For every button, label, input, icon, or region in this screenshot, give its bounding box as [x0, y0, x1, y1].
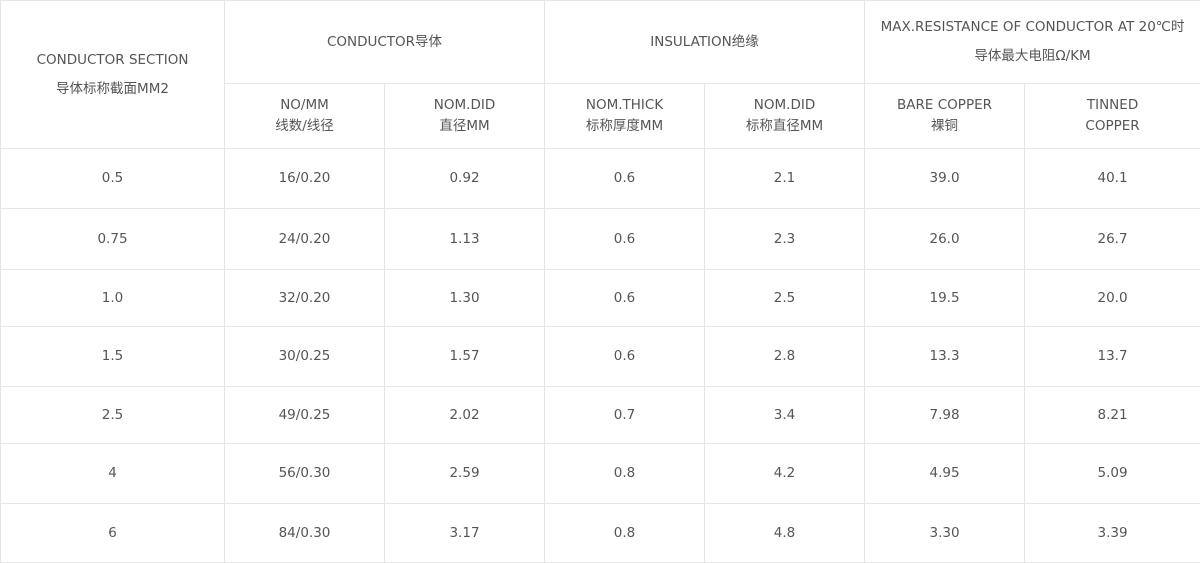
header-max-resistance: MAX.RESISTANCE OF CONDUCTOR AT 20℃时 导体最大… — [865, 1, 1200, 84]
cell-conductor-section: 6 — [1, 504, 225, 563]
cell-nom-did-conductor: 3.17 — [385, 504, 545, 563]
cell-nom-did-insulation: 2.3 — [705, 209, 865, 270]
cell-nom-did-conductor: 1.13 — [385, 209, 545, 270]
cell-nom-did-insulation: 4.2 — [705, 444, 865, 504]
header-conductor-section: CONDUCTOR SECTION 导体标称截面MM2 — [1, 1, 225, 149]
header-max-resistance-cn: 导体最大电阻Ω/KM — [865, 46, 1200, 67]
header-nom-did-insulation: NOM.DID 标称直径MM — [705, 84, 865, 149]
header-nom-thick-cn: 标称厚度MM — [545, 116, 704, 137]
cell-conductor-section: 1.0 — [1, 270, 225, 327]
cell-nom-did-insulation: 2.8 — [705, 327, 865, 387]
header-insulation: INSULATION绝缘 — [545, 1, 865, 84]
cell-nom-thick: 0.8 — [545, 504, 705, 563]
cell-no-mm: 32/0.20 — [225, 270, 385, 327]
header-nom-thick: NOM.THICK 标称厚度MM — [545, 84, 705, 149]
cell-nom-did-conductor: 2.02 — [385, 387, 545, 444]
cell-nom-did-conductor: 1.57 — [385, 327, 545, 387]
cell-conductor-section: 2.5 — [1, 387, 225, 444]
header-nom-did-insulation-cn: 标称直径MM — [705, 116, 864, 137]
cell-nom-did-insulation: 2.5 — [705, 270, 865, 327]
cell-nom-thick: 0.6 — [545, 149, 705, 209]
header-nom-did-conductor-en: NOM.DID — [385, 95, 544, 116]
cell-conductor-section: 0.5 — [1, 149, 225, 209]
header-conductor-section-cn: 导体标称截面MM2 — [1, 79, 224, 100]
header-no-mm: NO/MM 线数/线径 — [225, 84, 385, 149]
cell-nom-thick: 0.6 — [545, 327, 705, 387]
header-row-1: CONDUCTOR SECTION 导体标称截面MM2 CONDUCTOR导体 … — [1, 1, 1200, 84]
cell-no-mm: 16/0.20 — [225, 149, 385, 209]
cell-no-mm: 56/0.30 — [225, 444, 385, 504]
cell-bare-copper: 7.98 — [865, 387, 1025, 444]
header-nom-did-conductor: NOM.DID 直径MM — [385, 84, 545, 149]
cell-bare-copper: 13.3 — [865, 327, 1025, 387]
header-tinned-copper-line1: TINNED — [1025, 95, 1200, 116]
header-tinned-copper-line2: COPPER — [1025, 116, 1200, 137]
cell-bare-copper: 4.95 — [865, 444, 1025, 504]
cell-no-mm: 84/0.30 — [225, 504, 385, 563]
cell-nom-did-insulation: 3.4 — [705, 387, 865, 444]
header-nom-did-insulation-en: NOM.DID — [705, 95, 864, 116]
cell-nom-did-insulation: 2.1 — [705, 149, 865, 209]
header-conductor: CONDUCTOR导体 — [225, 1, 545, 84]
header-tinned-copper: TINNED COPPER — [1025, 84, 1200, 149]
cell-nom-did-conductor: 1.30 — [385, 270, 545, 327]
header-bare-copper-cn: 裸铜 — [865, 116, 1024, 137]
cell-tinned-copper: 13.7 — [1025, 327, 1200, 387]
cell-bare-copper: 3.30 — [865, 504, 1025, 563]
header-nom-thick-en: NOM.THICK — [545, 95, 704, 116]
cell-nom-did-conductor: 0.92 — [385, 149, 545, 209]
cell-tinned-copper: 20.0 — [1025, 270, 1200, 327]
cell-no-mm: 49/0.25 — [225, 387, 385, 444]
cell-conductor-section: 1.5 — [1, 327, 225, 387]
header-bare-copper: BARE COPPER 裸铜 — [865, 84, 1025, 149]
header-no-mm-en: NO/MM — [225, 95, 384, 116]
cell-bare-copper: 26.0 — [865, 209, 1025, 270]
cell-tinned-copper: 40.1 — [1025, 149, 1200, 209]
cell-tinned-copper: 8.21 — [1025, 387, 1200, 444]
cell-nom-did-conductor: 2.59 — [385, 444, 545, 504]
cell-nom-thick: 0.8 — [545, 444, 705, 504]
cell-no-mm: 24/0.20 — [225, 209, 385, 270]
cell-nom-thick: 0.6 — [545, 270, 705, 327]
header-conductor-section-en: CONDUCTOR SECTION — [1, 50, 224, 71]
cell-no-mm: 30/0.25 — [225, 327, 385, 387]
header-nom-did-conductor-cn: 直径MM — [385, 116, 544, 137]
cell-tinned-copper: 5.09 — [1025, 444, 1200, 504]
header-bare-copper-en: BARE COPPER — [865, 95, 1024, 116]
cell-nom-thick: 0.7 — [545, 387, 705, 444]
header-no-mm-cn: 线数/线径 — [225, 116, 384, 137]
header-max-resistance-en: MAX.RESISTANCE OF CONDUCTOR AT 20℃时 — [865, 17, 1200, 38]
cell-bare-copper: 19.5 — [865, 270, 1025, 327]
cell-nom-thick: 0.6 — [545, 209, 705, 270]
cell-nom-did-insulation: 4.8 — [705, 504, 865, 563]
cell-bare-copper: 39.0 — [865, 149, 1025, 209]
cell-conductor-section: 4 — [1, 444, 225, 504]
cell-conductor-section: 0.75 — [1, 209, 225, 270]
cell-tinned-copper: 26.7 — [1025, 209, 1200, 270]
cell-tinned-copper: 3.39 — [1025, 504, 1200, 563]
